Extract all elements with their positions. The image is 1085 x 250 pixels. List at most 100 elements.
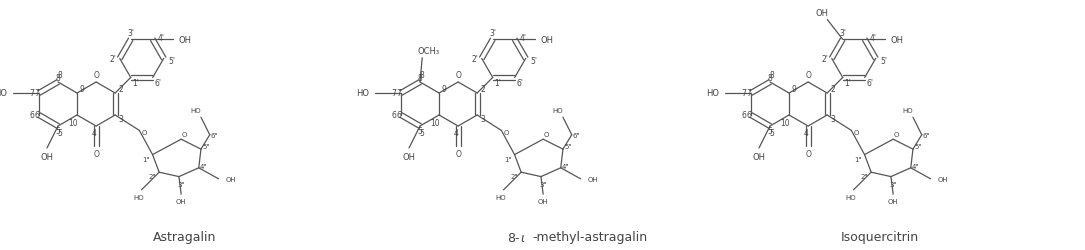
Text: 9: 9 [792, 85, 796, 94]
Text: 4: 4 [804, 129, 808, 138]
Text: 5: 5 [769, 129, 775, 138]
Text: 8: 8 [767, 74, 773, 83]
Text: 1": 1" [142, 156, 150, 162]
Text: 2': 2' [821, 55, 828, 64]
Text: 1': 1' [132, 79, 139, 88]
Text: OH: OH [937, 176, 948, 182]
Text: 7: 7 [392, 89, 396, 98]
Text: 3: 3 [831, 115, 835, 124]
Text: 4": 4" [200, 163, 207, 169]
Text: O: O [142, 130, 148, 136]
Text: HO: HO [706, 89, 719, 98]
Text: 5: 5 [420, 129, 424, 138]
Text: OH: OH [178, 36, 191, 45]
Text: OH: OH [403, 152, 416, 161]
Text: OH: OH [816, 9, 829, 18]
Text: 4": 4" [562, 163, 570, 169]
Text: 2: 2 [831, 85, 835, 94]
Text: -methyl-astragalin: -methyl-astragalin [532, 230, 647, 243]
Text: 3": 3" [177, 181, 184, 187]
Text: 8: 8 [418, 74, 422, 83]
Text: 9: 9 [79, 85, 85, 94]
Text: OH: OH [176, 198, 187, 204]
Text: OH: OH [888, 198, 898, 204]
Text: O: O [544, 132, 549, 138]
Text: 6': 6' [866, 79, 873, 88]
Text: 5: 5 [418, 126, 422, 136]
Text: 2: 2 [118, 85, 124, 94]
Text: 6': 6' [154, 79, 162, 88]
Text: 7: 7 [396, 89, 401, 98]
Text: O: O [503, 130, 509, 136]
Text: 5": 5" [915, 144, 922, 150]
Text: HO: HO [495, 194, 506, 200]
Text: 1': 1' [844, 79, 851, 88]
Text: 3': 3' [489, 29, 496, 38]
Text: OH: OH [538, 198, 549, 204]
Text: 2': 2' [110, 55, 116, 64]
Text: 5': 5' [531, 57, 537, 66]
Text: 6": 6" [923, 132, 931, 138]
Text: 4': 4' [869, 34, 877, 43]
Text: 8: 8 [769, 71, 775, 80]
Text: O: O [456, 150, 461, 159]
Text: 6: 6 [34, 111, 39, 120]
Text: 3': 3' [127, 29, 135, 38]
Text: 5": 5" [564, 144, 572, 150]
Text: 6: 6 [741, 111, 746, 120]
Text: 6: 6 [29, 111, 35, 120]
Text: 6: 6 [746, 111, 751, 120]
Text: 5: 5 [58, 129, 63, 138]
Text: 2': 2' [471, 55, 478, 64]
Text: HO: HO [133, 194, 144, 200]
Text: 2": 2" [149, 174, 156, 180]
Text: 6": 6" [573, 132, 580, 138]
Text: 3: 3 [118, 115, 124, 124]
Text: HO: HO [191, 108, 202, 114]
Text: 7: 7 [746, 89, 751, 98]
Text: 10: 10 [780, 118, 790, 127]
Text: O: O [893, 132, 898, 138]
Text: 3": 3" [889, 181, 897, 187]
Text: O: O [456, 71, 461, 80]
Text: 5': 5' [880, 57, 888, 66]
Text: O: O [93, 150, 99, 159]
Text: O: O [181, 132, 187, 138]
Text: ι: ι [520, 230, 524, 243]
Text: OCH₃: OCH₃ [417, 47, 439, 56]
Text: 1": 1" [503, 156, 511, 162]
Text: O: O [805, 71, 812, 80]
Text: 4": 4" [912, 163, 919, 169]
Text: 7: 7 [34, 89, 39, 98]
Text: 8: 8 [420, 71, 424, 80]
Text: 9: 9 [442, 85, 447, 94]
Text: HO: HO [0, 89, 7, 98]
Text: 1": 1" [854, 156, 861, 162]
Text: 5': 5' [168, 57, 175, 66]
Text: 7: 7 [29, 89, 35, 98]
Text: 4: 4 [454, 129, 459, 138]
Text: HO: HO [552, 108, 563, 114]
Text: 6: 6 [392, 111, 396, 120]
Text: 10: 10 [68, 118, 78, 127]
Text: 5: 5 [767, 126, 773, 136]
Text: O: O [93, 71, 99, 80]
Text: 10: 10 [431, 118, 439, 127]
Text: 3: 3 [481, 115, 486, 124]
Text: Astragalin: Astragalin [153, 230, 217, 243]
Text: 8: 8 [58, 71, 62, 80]
Text: 3': 3' [839, 29, 846, 38]
Text: 7: 7 [741, 89, 746, 98]
Text: OH: OH [753, 152, 766, 161]
Text: OH: OH [587, 176, 598, 182]
Text: 5": 5" [202, 144, 209, 150]
Text: 8: 8 [55, 74, 61, 83]
Text: OH: OH [540, 36, 553, 45]
Text: O: O [805, 150, 812, 159]
Text: 4': 4' [157, 34, 164, 43]
Text: 6: 6 [396, 111, 401, 120]
Text: 2: 2 [481, 85, 485, 94]
Text: 1': 1' [495, 79, 501, 88]
Text: 4': 4' [520, 34, 526, 43]
Text: 2": 2" [510, 174, 518, 180]
